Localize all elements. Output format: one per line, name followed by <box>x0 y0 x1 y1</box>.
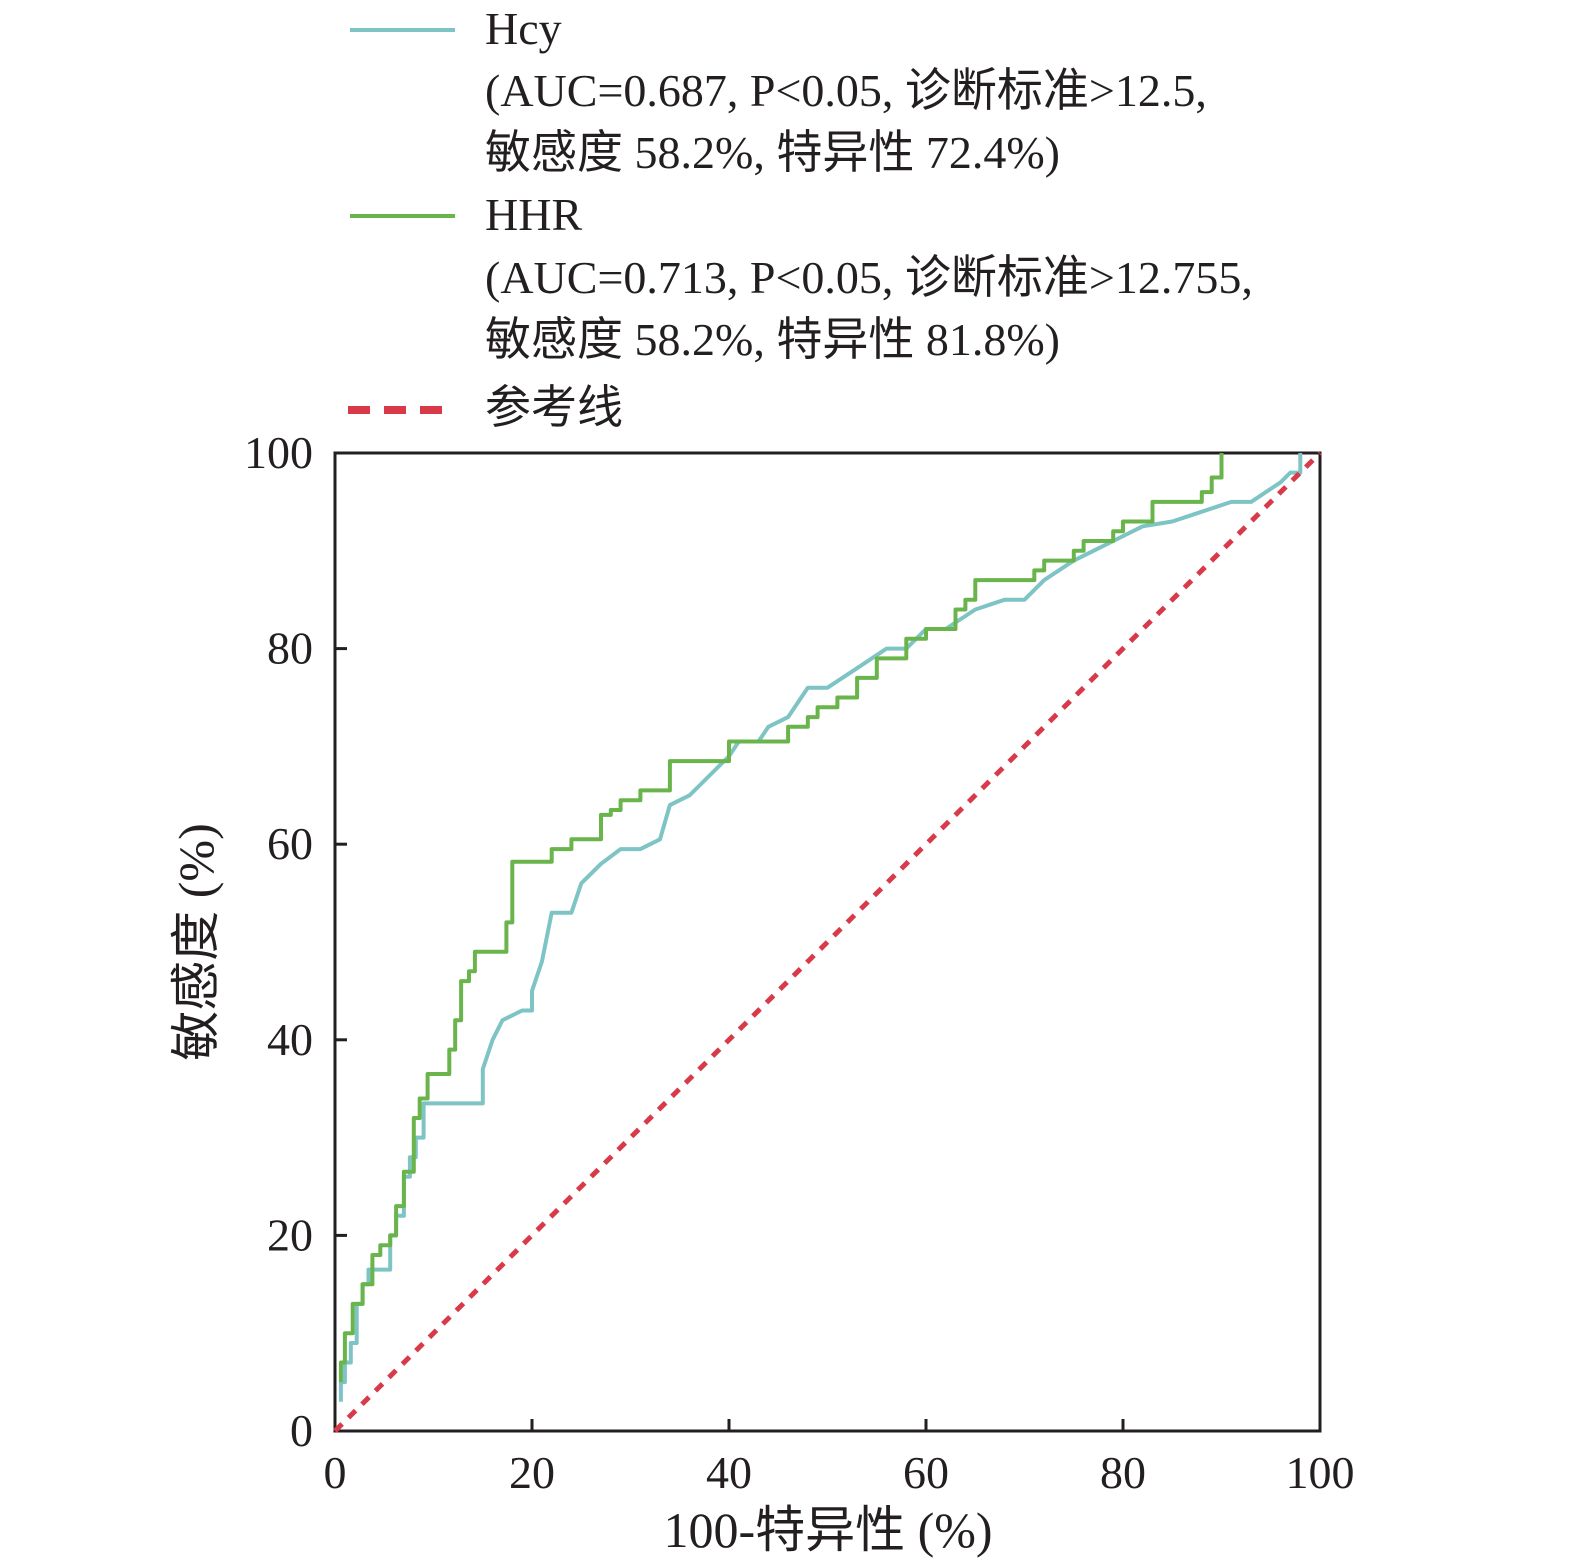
series-line-hcy <box>338 453 1303 1402</box>
y-tick-label: 0 <box>290 1405 313 1456</box>
x-tick-label: 80 <box>1100 1447 1146 1498</box>
legend: Hcy (AUC=0.687, P<0.05, 诊断标准>12.5, 敏感度 5… <box>348 3 1253 433</box>
legend-label-hhr: HHR <box>485 189 582 240</box>
series-line-reference <box>333 451 1322 1433</box>
series-line-hhr <box>338 453 1224 1383</box>
legend-detail-hhr-line1: (AUC=0.713, P<0.05, 诊断标准>12.755, <box>485 252 1253 303</box>
x-tick-label: 40 <box>706 1447 752 1498</box>
legend-label-reference: 参考线 <box>485 382 623 433</box>
y-tick-label: 100 <box>244 427 313 478</box>
legend-detail-hcy-line2: 敏感度 58.2%, 特异性 72.4%) <box>485 127 1060 178</box>
legend-detail-hcy-line1: (AUC=0.687, P<0.05, 诊断标准>12.5, <box>485 65 1207 116</box>
axis-ticks: 0 20 40 60 80 100 0 20 40 60 80 100 <box>244 427 1355 1498</box>
x-tick-label: 0 <box>324 1447 347 1498</box>
x-tick-label: 60 <box>903 1447 949 1498</box>
x-axis-label: 100-特异性 (%) <box>663 1502 992 1558</box>
y-tick-label: 40 <box>267 1014 313 1065</box>
legend-label-hcy: Hcy <box>485 3 562 54</box>
y-tick-label: 20 <box>267 1209 313 1260</box>
y-axis-label: 敏感度 (%) <box>168 823 224 1060</box>
y-tick-label: 60 <box>267 818 313 869</box>
plot-frame <box>333 451 1322 1433</box>
x-tick-label: 100 <box>1286 1447 1355 1498</box>
series-layer <box>333 451 1322 1433</box>
x-tick-label: 20 <box>509 1447 555 1498</box>
y-tick-label: 80 <box>267 623 313 674</box>
legend-detail-hhr-line2: 敏感度 58.2%, 特异性 81.8%) <box>485 314 1060 365</box>
